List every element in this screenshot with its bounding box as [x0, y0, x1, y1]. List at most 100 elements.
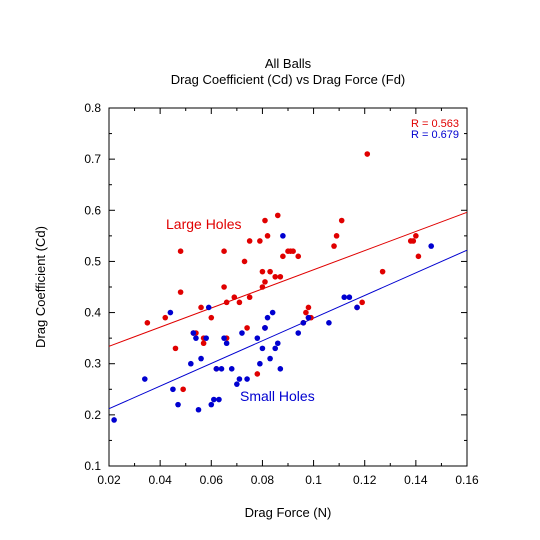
point-small-holes — [272, 345, 279, 352]
point-large-holes — [333, 233, 340, 239]
point-large-holes — [277, 273, 284, 280]
point-small-holes — [346, 294, 353, 301]
r-label-small-holes: R = 0.679 — [411, 129, 459, 141]
point-small-holes — [305, 314, 312, 321]
x-axis: 0.02 0.04 0.06 0.08 0.1 0.12 0.14 0.16 — [97, 108, 479, 487]
chart-title: All Balls — [265, 56, 312, 71]
point-large-holes — [262, 217, 268, 224]
x-tick-label: 0.1 — [305, 473, 322, 487]
point-small-holes — [244, 376, 250, 382]
point-small-holes — [198, 355, 204, 362]
point-large-holes — [254, 371, 261, 377]
point-small-holes — [208, 401, 215, 408]
point-large-holes — [236, 299, 243, 306]
point-small-holes — [300, 320, 307, 326]
plot-area — [108, 107, 468, 467]
point-large-holes — [180, 386, 186, 393]
point-small-holes — [341, 294, 348, 301]
point-small-holes — [277, 366, 284, 372]
x-tick-label: 0.14 — [404, 473, 428, 487]
point-small-holes — [295, 330, 302, 336]
y-tick-label: 0.5 — [84, 254, 101, 268]
point-large-holes — [257, 238, 263, 244]
point-small-holes — [280, 233, 286, 239]
point-small-holes — [236, 376, 243, 382]
x-axis-label: Drag Force (N) — [245, 505, 332, 520]
point-small-holes — [111, 417, 117, 423]
x-tick-label: 0.02 — [97, 473, 121, 487]
point-large-holes — [221, 284, 227, 290]
point-large-holes — [338, 217, 345, 224]
point-large-holes — [177, 289, 184, 295]
point-large-holes — [290, 248, 296, 254]
point-small-holes — [257, 360, 263, 367]
point-large-holes — [208, 314, 215, 321]
y-tick-label: 0.6 — [84, 203, 101, 217]
point-large-holes — [303, 309, 309, 316]
y-tick-label: 0.7 — [84, 152, 101, 166]
point-small-holes — [193, 335, 199, 341]
point-large-holes — [259, 284, 266, 290]
y-tick-label: 0.1 — [84, 459, 101, 473]
point-large-holes — [244, 325, 250, 331]
point-small-holes — [211, 396, 217, 403]
point-large-holes — [144, 320, 151, 326]
point-large-holes — [364, 151, 371, 157]
point-small-holes — [188, 360, 194, 367]
point-small-holes — [259, 345, 266, 352]
plot-frame — [108, 107, 468, 467]
point-small-holes — [175, 401, 181, 408]
point-small-holes — [228, 366, 235, 372]
point-small-holes — [239, 330, 245, 336]
x-tick-label: 0.08 — [251, 473, 275, 487]
point-small-holes — [267, 355, 273, 362]
point-large-holes — [259, 268, 266, 275]
point-small-holes — [167, 309, 174, 316]
point-large-holes — [272, 273, 279, 280]
point-large-holes — [162, 314, 169, 321]
fit-lines — [108, 211, 468, 410]
point-large-holes — [413, 233, 419, 239]
point-small-holes — [218, 366, 225, 372]
point-large-holes — [246, 238, 253, 244]
point-large-holes — [172, 345, 179, 352]
fit-line-large-holes — [108, 211, 468, 347]
y-tick-label: 0.3 — [84, 357, 101, 371]
point-small-holes — [326, 320, 332, 326]
point-small-holes — [190, 330, 197, 336]
y-tick-label: 0.8 — [84, 101, 101, 115]
point-large-holes — [359, 299, 365, 306]
point-large-holes — [264, 233, 271, 239]
point-small-holes — [262, 325, 268, 331]
point-large-holes — [241, 258, 248, 265]
point-large-holes — [274, 212, 281, 219]
point-large-holes — [295, 253, 302, 260]
point-small-holes — [142, 376, 148, 382]
point-large-holes — [198, 304, 204, 311]
point-small-holes — [216, 396, 222, 403]
point-large-holes — [221, 248, 227, 254]
point-small-holes — [428, 243, 435, 249]
point-large-holes — [379, 268, 386, 275]
point-large-holes — [415, 253, 422, 260]
point-large-holes — [410, 238, 417, 244]
point-large-holes — [262, 279, 268, 285]
data-points — [111, 151, 435, 423]
point-small-holes — [170, 386, 176, 393]
point-large-holes — [331, 243, 337, 249]
point-small-holes — [354, 304, 360, 311]
r-label-large-holes: R = 0.563 — [411, 118, 459, 130]
point-large-holes — [280, 253, 286, 260]
point-small-holes — [234, 381, 240, 387]
annotation-large-holes: Large Holes — [166, 216, 242, 232]
point-large-holes — [267, 268, 273, 275]
y-tick-label: 0.4 — [84, 306, 101, 320]
point-large-holes — [305, 304, 312, 311]
point-small-holes — [213, 366, 220, 372]
x-tick-label: 0.04 — [148, 473, 172, 487]
y-axis: 0.1 0.2 0.3 0.4 0.5 0.6 0.7 0.8 — [84, 101, 467, 473]
point-small-holes — [205, 304, 212, 311]
y-tick-label: 0.2 — [84, 408, 101, 422]
x-tick-label: 0.16 — [455, 473, 479, 487]
